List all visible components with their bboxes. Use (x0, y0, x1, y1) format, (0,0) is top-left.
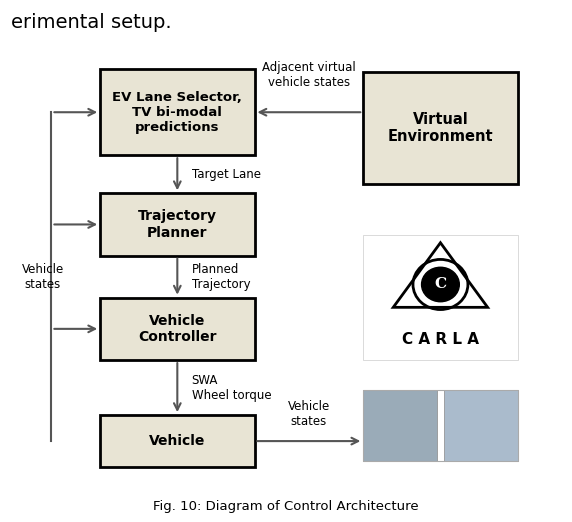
FancyBboxPatch shape (100, 193, 255, 256)
Text: Vehicle
states: Vehicle states (22, 263, 64, 291)
FancyBboxPatch shape (100, 69, 255, 156)
FancyBboxPatch shape (363, 390, 438, 461)
Text: Planned
Trajectory: Planned Trajectory (192, 263, 250, 291)
Text: Virtual
Environment: Virtual Environment (388, 112, 493, 144)
Text: erimental setup.: erimental setup. (11, 13, 172, 32)
Text: Adjacent virtual
vehicle states: Adjacent virtual vehicle states (262, 61, 356, 89)
FancyBboxPatch shape (363, 235, 518, 360)
Circle shape (422, 267, 459, 302)
Text: Trajectory
Planner: Trajectory Planner (138, 209, 217, 240)
Text: EV Lane Selector,
TV bi-modal
predictions: EV Lane Selector, TV bi-modal prediction… (112, 91, 243, 134)
Text: Target Lane: Target Lane (192, 168, 261, 181)
Text: SWA
Wheel torque: SWA Wheel torque (192, 374, 271, 401)
Text: C A R L A: C A R L A (402, 332, 479, 347)
FancyBboxPatch shape (100, 298, 255, 360)
Text: C: C (434, 278, 447, 291)
FancyBboxPatch shape (443, 390, 518, 461)
FancyBboxPatch shape (363, 72, 518, 184)
FancyBboxPatch shape (100, 415, 255, 467)
Text: Vehicle: Vehicle (149, 434, 205, 448)
Text: Fig. 10: Diagram of Control Architecture: Fig. 10: Diagram of Control Architecture (153, 500, 419, 513)
Text: Vehicle
states: Vehicle states (288, 400, 330, 428)
Text: Vehicle
Controller: Vehicle Controller (138, 314, 217, 344)
